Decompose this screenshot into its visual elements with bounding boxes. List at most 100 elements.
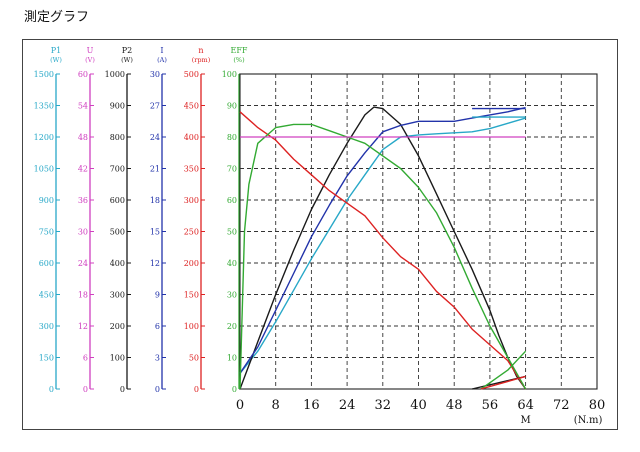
y-tick-label: 250 (184, 228, 199, 237)
y-axes-group: P1(W)01503004506007509001050120013501500… (34, 46, 248, 394)
series-line-stall-green (480, 350, 527, 390)
y-tick-label: 800 (110, 133, 125, 142)
y-axis-name-eff: EFF (231, 46, 248, 55)
y-tick-label: 0 (155, 385, 160, 394)
y-axis-unit-eff: (%) (233, 56, 245, 64)
y-tick-label: 6 (83, 354, 88, 363)
y-tick-label: 200 (110, 322, 125, 331)
y-tick-label: 21 (150, 165, 160, 174)
y-axis-name-u: U (87, 46, 94, 55)
series-line-p1 (239, 117, 526, 374)
y-tick-label: 24 (78, 259, 88, 268)
y-tick-label: 30 (227, 291, 237, 300)
y-tick-label: 100 (184, 322, 199, 331)
y-axis-name-i: I (160, 46, 163, 55)
y-tick-label: 70 (227, 165, 237, 174)
y-tick-label: 200 (184, 259, 199, 268)
x-tick-label: 40 (410, 398, 427, 413)
y-tick-label: 24 (150, 133, 160, 142)
y-axis-name-p1: P1 (51, 46, 61, 55)
y-tick-label: 100 (222, 70, 237, 79)
measurement-chart: P1(W)01503004506007509001050120013501500… (34, 46, 606, 426)
y-tick-label: 0 (120, 385, 125, 394)
y-tick-label: 12 (78, 322, 88, 331)
series-line-eff (239, 123, 527, 390)
y-tick-label: 900 (39, 196, 54, 205)
y-tick-label: 600 (39, 259, 54, 268)
x-tick-label: 24 (339, 398, 356, 413)
y-tick-label: 450 (39, 291, 54, 300)
y-axis-unit-p2: (W) (121, 56, 133, 64)
x-axis-unit: (N.m) (574, 415, 603, 426)
y-tick-label: 450 (184, 102, 199, 111)
x-axis-group: 0 8 16 24 32 40 48 56 64 72 80 M (N.m) (236, 398, 605, 426)
y-tick-label: 10 (227, 354, 237, 363)
x-tick-label: 64 (517, 398, 534, 413)
x-tick-label: 8 (272, 398, 280, 413)
y-tick-label: 0 (232, 385, 237, 394)
y-axis-unit-p1: (W) (50, 56, 62, 64)
series-line-n (239, 111, 527, 390)
y-tick-label: 1000 (105, 70, 125, 79)
y-tick-label: 0 (83, 385, 88, 394)
y-tick-label: 700 (110, 165, 125, 174)
series-line-p2 (239, 106, 527, 390)
series-line-stall-red (480, 375, 526, 390)
y-tick-label: 1500 (34, 70, 54, 79)
y-tick-label: 48 (78, 133, 88, 142)
y-tick-label: 0 (49, 385, 54, 394)
chart-frame: P1 (W) 0 150 300 450 600 750 900 1050 1200 1350 1500… (22, 39, 618, 430)
y-tick-label: 20 (227, 322, 237, 331)
y-tick-label: 150 (184, 291, 199, 300)
y-tick-label: 18 (78, 291, 88, 300)
y-tick-label: 15 (150, 228, 160, 237)
y-tick-label: 600 (110, 196, 125, 205)
y-tick-label: 300 (184, 196, 199, 205)
y-tick-label: 500 (184, 70, 199, 79)
y-tick-label: 27 (150, 102, 160, 111)
y-axis-unit-i: (A) (157, 56, 167, 64)
x-tick-label: 80 (589, 398, 606, 413)
y-tick-label: 9 (155, 291, 160, 300)
y-tick-label: 900 (110, 102, 125, 111)
y-tick-label: 1350 (34, 102, 54, 111)
y-tick-label: 30 (150, 70, 160, 79)
y-tick-label: 18 (150, 196, 160, 205)
page-title: 測定グラフ (24, 10, 90, 25)
y-tick-label: 6 (155, 322, 160, 331)
y-tick-label: 12 (150, 259, 160, 268)
x-tick-label: 48 (446, 398, 463, 413)
y-tick-label: 60 (78, 70, 88, 79)
plot-grid (239, 73, 598, 390)
y-axis-unit-n: (rpm) (192, 56, 211, 64)
y-tick-label: 54 (78, 102, 88, 111)
y-tick-label: 500 (110, 228, 125, 237)
y-tick-label: 300 (39, 322, 54, 331)
x-tick-label: 72 (553, 398, 570, 413)
y-tick-label: 300 (110, 291, 125, 300)
y-tick-label: 50 (189, 354, 199, 363)
y-tick-label: 350 (184, 165, 199, 174)
y-axis-name-n: n (198, 46, 203, 55)
y-tick-label: 100 (110, 354, 125, 363)
series-group (239, 106, 527, 390)
y-tick-label: 150 (39, 354, 54, 363)
y-tick-label: 400 (184, 133, 199, 142)
y-tick-label: 1200 (34, 133, 54, 142)
x-tick-label: 0 (236, 398, 244, 413)
y-tick-label: 40 (227, 259, 237, 268)
y-tick-label: 1050 (34, 165, 54, 174)
y-tick-label: 400 (110, 259, 125, 268)
x-tick-label: 16 (303, 398, 320, 413)
y-tick-label: 90 (227, 102, 237, 111)
y-axis-unit-u: (V) (85, 56, 95, 64)
y-tick-label: 750 (39, 228, 54, 237)
y-tick-label: 30 (78, 228, 88, 237)
y-tick-label: 0 (194, 385, 199, 394)
x-tick-label: 32 (375, 398, 392, 413)
x-tick-label: 56 (482, 398, 499, 413)
y-axis-name-p2: P2 (122, 46, 132, 55)
y-tick-label: 36 (78, 196, 88, 205)
x-axis-symbol: M (520, 415, 530, 426)
y-tick-label: 3 (155, 354, 160, 363)
